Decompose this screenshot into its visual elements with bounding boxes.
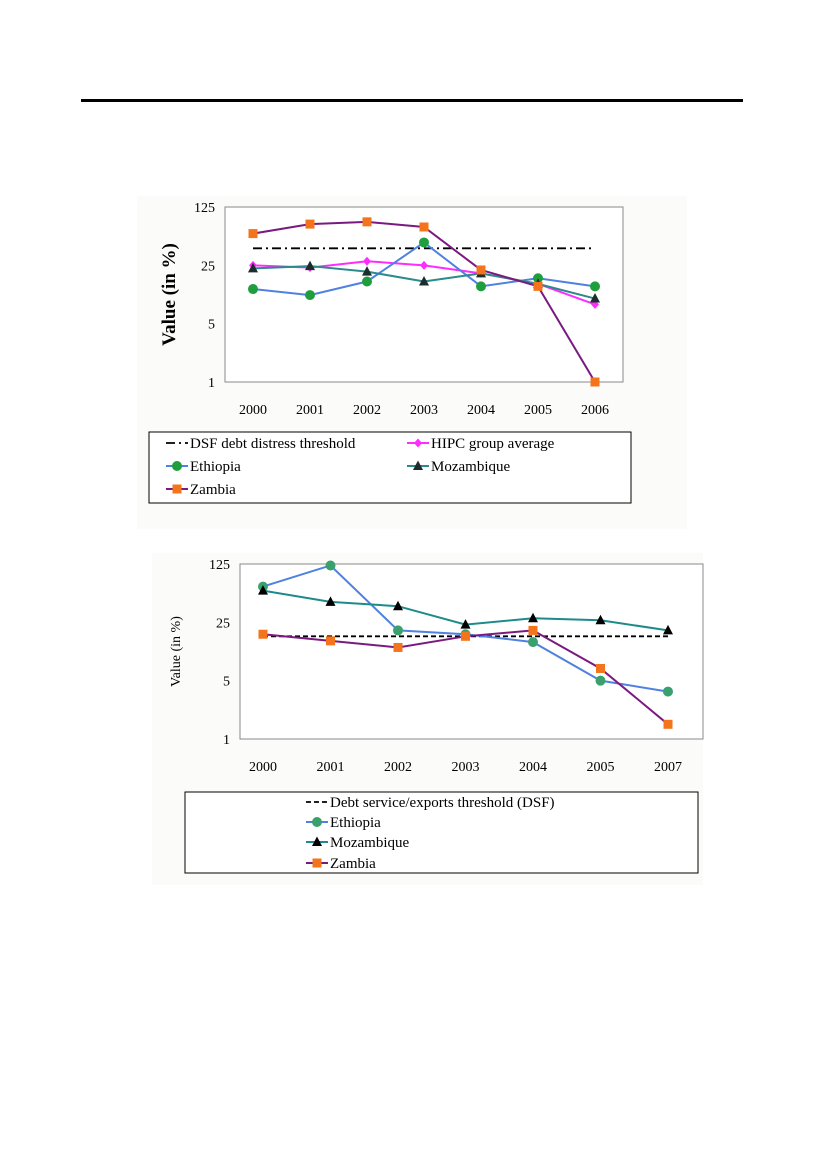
chart-1-point-mozambique bbox=[305, 260, 315, 271]
chart-2-point-ethiopia bbox=[595, 675, 606, 686]
chart-1-xtick-label: 2003 bbox=[410, 403, 438, 418]
chart-1-point-zambia bbox=[305, 219, 315, 229]
chart-2-point-mozambique bbox=[663, 624, 673, 635]
chart-1-xtick-label: 2000 bbox=[239, 403, 267, 418]
chart-2-ytick-label: 25 bbox=[216, 616, 230, 631]
chart-2-xtick-label: 2000 bbox=[249, 760, 277, 775]
chart-2-xtick-label: 2002 bbox=[384, 760, 412, 775]
chart-2-svg: 125 25 5 1 Value (in %) 2000 2001 2002 2003 2004 2… bbox=[169, 558, 704, 874]
chart-2-legend bbox=[184, 791, 699, 874]
chart-1-point-mozambique bbox=[362, 266, 372, 276]
chart-2-ytick-label: 5 bbox=[223, 675, 230, 690]
chart-2-point-mozambique bbox=[393, 600, 403, 611]
chart-1-xtick-label: 2004 bbox=[467, 403, 495, 418]
chart-2-xtick-label: 2001 bbox=[317, 760, 345, 775]
chart-2-xtick-label: 2003 bbox=[452, 760, 480, 775]
chart-1-legend-marker-ethiopia bbox=[172, 461, 182, 471]
chart-2-point-ethiopia bbox=[528, 637, 538, 648]
chart-1-ytick-label: 25 bbox=[201, 259, 215, 274]
chart-1-legend-label-dsf-debt-distress-threshold: DSF debt distress threshold bbox=[190, 436, 356, 452]
chart-1-point-zambia bbox=[590, 377, 600, 387]
chart-2-point-zambia bbox=[326, 636, 335, 646]
chart-2-point-mozambique bbox=[528, 612, 538, 623]
chart-1-point-mozambique bbox=[419, 276, 429, 286]
chart-2-point-ethiopia bbox=[393, 625, 403, 636]
chart-1-legend-label-hipc-group-average: HIPC group average bbox=[431, 436, 555, 452]
chart-1-legend-label-zambia: Zambia bbox=[190, 482, 236, 498]
chart-1-point-zambia bbox=[362, 217, 372, 227]
chart-1-point-ethiopia bbox=[362, 276, 372, 287]
chart-2-legend-marker-ethiopia bbox=[312, 817, 322, 827]
chart-2-point-mozambique bbox=[460, 619, 471, 629]
chart-1-legend-marker-hipc-group-average bbox=[414, 438, 422, 448]
chart-2-legend-label-ethiopia: Ethiopia bbox=[330, 815, 381, 831]
chart-1-point-hipc-group-average bbox=[363, 256, 371, 266]
chart-1-svg: 125 25 5 1 Value (in %) 2000 2001 2002 2003 2004 2… bbox=[148, 201, 632, 504]
chart-2-plot-area bbox=[239, 563, 704, 740]
chart-2-point-ethiopia bbox=[325, 560, 336, 571]
chart-1-ylabel: Value (in %) bbox=[159, 243, 180, 346]
chart-2-xtick-label: 2007 bbox=[654, 760, 682, 775]
chart-1-legend bbox=[148, 431, 632, 504]
chart-1-ytick-label: 125 bbox=[194, 201, 215, 216]
chart-2-legend-marker-zambia bbox=[312, 858, 322, 868]
chart-1-legend-label-mozambique: Mozambique bbox=[431, 459, 510, 475]
chart-1-point-mozambique bbox=[248, 262, 258, 273]
chart-1-point-hipc-group-average bbox=[420, 260, 428, 270]
chart-2-point-zambia bbox=[258, 629, 268, 639]
chart-1-point-ethiopia bbox=[590, 281, 600, 292]
chart-2-ytick-label: 125 bbox=[209, 558, 230, 573]
chart-2-ytick-label: 1 bbox=[223, 733, 230, 748]
chart-2-point-mozambique bbox=[258, 585, 268, 595]
chart-1-ytick-label: 1 bbox=[208, 376, 215, 391]
chart-1-xtick-label: 2001 bbox=[296, 403, 324, 418]
chart-1-plot-area bbox=[224, 206, 624, 383]
chart-2-legend-label-mozambique: Mozambique bbox=[330, 835, 409, 851]
chart-2-point-mozambique bbox=[325, 596, 336, 606]
chart-panel-1: 125 25 5 1 Value (in %) 2000 2001 2002 2003 2004 2… bbox=[137, 196, 687, 529]
chart-1-point-zambia bbox=[476, 265, 486, 275]
chart-panel-2: 125 25 5 1 Value (in %) 2000 2001 2002 2003 2004 2… bbox=[152, 553, 704, 885]
chart-2-legend-marker-mozambique bbox=[312, 836, 322, 846]
chart-1-xtick-label: 2006 bbox=[581, 403, 609, 418]
chart-1-point-ethiopia bbox=[476, 281, 486, 292]
chart-2-ylabel: Value (in %) bbox=[169, 616, 184, 687]
chart-2-point-zambia bbox=[663, 719, 673, 729]
chart-1-point-mozambique bbox=[590, 293, 600, 303]
chart-1-legend-marker-mozambique bbox=[413, 460, 423, 470]
chart-2-point-zambia bbox=[528, 625, 538, 635]
chart-2-point-zambia bbox=[461, 631, 470, 641]
chart-1-point-zambia bbox=[419, 222, 429, 232]
chart-2-point-zambia bbox=[596, 663, 605, 673]
chart-1-legend-label-ethiopia: Ethiopia bbox=[190, 459, 241, 475]
chart-1-point-zambia bbox=[533, 281, 543, 291]
chart-2-point-zambia bbox=[393, 642, 403, 652]
chart-2-xtick-label: 2004 bbox=[519, 760, 547, 775]
chart-2-xtick-label: 2005 bbox=[587, 760, 615, 775]
chart-1-legend-marker-zambia bbox=[172, 484, 182, 494]
chart-1-point-ethiopia bbox=[419, 237, 429, 248]
chart-1-xtick-label: 2002 bbox=[353, 403, 381, 418]
chart-2-legend-label-zambia: Zambia bbox=[330, 856, 376, 872]
chart-1-point-zambia bbox=[248, 229, 258, 239]
top-rule bbox=[81, 99, 743, 102]
chart-2-point-mozambique bbox=[595, 614, 606, 625]
chart-1-point-ethiopia bbox=[305, 290, 315, 301]
chart-2-point-ethiopia bbox=[663, 686, 673, 697]
chart-2-legend-label-debt-service-exports-threshold-dsf: Debt service/exports threshold (DSF) bbox=[330, 795, 555, 811]
chart-1-point-ethiopia bbox=[248, 284, 258, 295]
chart-1-xtick-label: 2005 bbox=[524, 403, 552, 418]
chart-1-ytick-label: 5 bbox=[208, 318, 215, 333]
